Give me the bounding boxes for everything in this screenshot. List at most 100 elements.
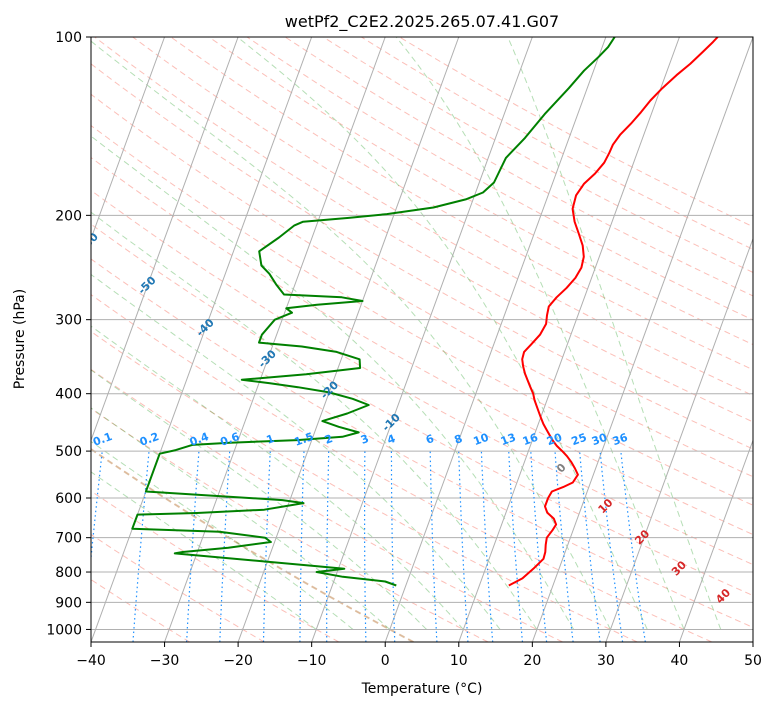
x-axis-label: Temperature (°C)	[361, 681, 483, 697]
x-tick-label: 40	[671, 653, 689, 669]
isotherm-line	[605, 237, 753, 642]
y-tick-label: 100	[55, 30, 82, 46]
mixing-ratio-lines	[91, 451, 646, 642]
dewpoint-line	[131, 37, 616, 587]
dry-adiabat-line	[91, 223, 753, 597]
isotherm-line	[678, 438, 753, 642]
mixing-ratio-line	[429, 451, 438, 642]
mixing-ratio-label: 1.5	[293, 430, 316, 449]
mixing-ratio-label: 30	[590, 431, 609, 449]
mixing-ratio-line	[186, 451, 200, 642]
mixing-ratio-line	[262, 451, 271, 642]
dry-adiabat-line	[91, 124, 753, 506]
mixing-ratio-labels: 0.1 0.2 0.4 0.6 1 1.5 2 3 4 6 8 10 13 16 20 25 30 36	[91, 430, 630, 449]
x-tick-label: −40	[76, 653, 106, 669]
isotherm-gridlines	[91, 37, 753, 642]
x-tick-label: −10	[297, 653, 327, 669]
x-tick-label: 10	[450, 653, 468, 669]
isotherm-line	[458, 37, 680, 642]
mixing-ratio-label: 25	[570, 431, 589, 448]
mixing-ratio-label: 2	[323, 432, 335, 447]
mixing-ratio-label: 8	[453, 432, 465, 447]
x-tick-label: 30	[597, 653, 615, 669]
dry-adiabats	[91, 37, 753, 642]
y-tick-label: 1000	[46, 622, 82, 638]
mixing-ratio-line	[364, 451, 367, 642]
x-tick-label: 0	[381, 653, 390, 669]
isotherm-line	[91, 37, 313, 642]
mixing-ratio-line	[508, 451, 524, 642]
mixing-ratio-line	[219, 451, 231, 642]
chart-title: wetPf2_C2E2.2025.265.07.41.G07	[285, 12, 559, 32]
y-tick-label: 300	[55, 313, 82, 329]
isobar-gridlines	[91, 37, 753, 630]
mixing-ratio-line	[554, 451, 574, 642]
mixing-ratio-label: 0.6	[218, 430, 241, 449]
plot-area: -100-90-80-70-60-50-40-30-20-10 0.10.20.…	[78, 37, 753, 642]
mixing-ratio-label: 10	[472, 431, 491, 449]
plot-frame	[90, 36, 754, 643]
isotherm-line	[237, 37, 460, 642]
series-lines	[131, 37, 719, 587]
isotherm-line	[531, 37, 753, 642]
mixing-ratio-line	[326, 451, 330, 642]
mixing-ratio-label: 4	[385, 432, 397, 447]
moist-adiabat-line	[237, 37, 648, 630]
dry-adiabat-line	[91, 533, 265, 642]
dry-adiabat-line	[246, 37, 753, 321]
mixing-ratio-line	[458, 451, 469, 642]
mixing-ratio-line	[390, 451, 396, 642]
moist-adiabat-line	[91, 471, 317, 630]
x-tick-label: −20	[223, 653, 253, 669]
isotherm-line	[311, 37, 533, 642]
mixing-ratio-line	[599, 451, 624, 642]
mixing-ratio-label: 0.4	[188, 430, 211, 449]
mixing-ratio-line	[579, 451, 601, 642]
dry-adiabat-line	[132, 37, 753, 397]
isotherm-label: -60	[78, 230, 101, 253]
mixing-ratio-label: 0.2	[138, 430, 161, 449]
moist-adiabats	[91, 37, 722, 630]
moist-adiabat-line	[91, 407, 391, 630]
isotherm-line	[91, 37, 166, 241]
moist-adiabat-line	[91, 135, 575, 630]
moist-adiabat-line	[91, 273, 501, 630]
moist-adiabat-line	[91, 40, 611, 630]
mixing-ratio-label: 13	[499, 431, 518, 448]
dry-adiabat-line	[91, 258, 753, 628]
moist-adiabat-line	[507, 37, 722, 630]
mixing-ratio-label: 3	[359, 432, 371, 447]
mixing-ratio-label: 1	[265, 432, 277, 447]
mixing-ratio-line	[299, 451, 305, 642]
x-tick-label: −30	[150, 653, 180, 669]
dry-adiabat-line	[91, 407, 489, 642]
moist-adiabat-line	[91, 369, 427, 630]
y-tick-label: 600	[55, 491, 82, 507]
mixing-ratio-line	[480, 451, 494, 642]
mixing-ratio-label: 16	[521, 431, 540, 449]
y-tick-label: 700	[55, 531, 82, 547]
y-axis: 100 200 300 400 500 600 700 800 900 1000	[46, 30, 91, 638]
mixing-ratio-label: 6	[424, 432, 436, 447]
y-tick-label: 200	[55, 208, 82, 224]
y-tick-label: 400	[55, 387, 82, 403]
temperature-line	[508, 37, 719, 587]
mixing-ratio-line	[132, 451, 150, 642]
x-tick-label: 20	[523, 653, 541, 669]
dry-adiabat-line	[94, 37, 753, 423]
y-tick-label: 900	[55, 595, 82, 611]
mixing-ratio-line	[620, 451, 646, 642]
mixing-ratio-line	[530, 451, 548, 642]
dry-adiabat-line	[91, 294, 713, 642]
dry-adiabat-line	[91, 156, 753, 536]
moist-adiabat-line	[395, 37, 685, 630]
y-axis-label: Pressure (hPa)	[12, 289, 28, 389]
dry-adiabat-line	[91, 490, 340, 642]
y-tick-label: 500	[55, 444, 82, 460]
mixing-ratio-label: 0.1	[91, 430, 114, 449]
mixing-ratio-label: 36	[611, 431, 630, 449]
isotherm-line	[91, 37, 239, 442]
isotherm-line	[164, 37, 386, 642]
